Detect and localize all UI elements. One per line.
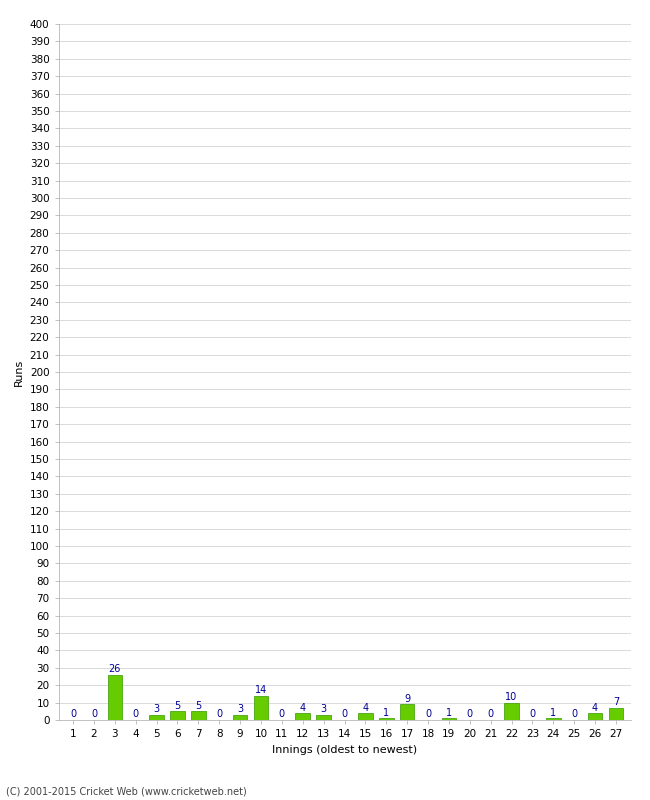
Text: 0: 0	[133, 710, 139, 719]
Bar	[191, 711, 205, 720]
Bar	[170, 711, 185, 720]
Text: 0: 0	[529, 710, 536, 719]
Bar	[233, 714, 248, 720]
Bar	[608, 708, 623, 720]
Bar	[107, 674, 122, 720]
Bar	[441, 718, 456, 720]
Text: 3: 3	[320, 704, 327, 714]
Text: 0: 0	[70, 710, 76, 719]
Text: 4: 4	[300, 702, 306, 713]
Text: 26: 26	[109, 664, 121, 674]
Text: 10: 10	[506, 692, 517, 702]
Bar	[400, 704, 415, 720]
Text: 3: 3	[237, 704, 243, 714]
Text: 7: 7	[613, 698, 619, 707]
Text: 4: 4	[362, 702, 369, 713]
Bar	[317, 714, 331, 720]
Text: 5: 5	[174, 701, 181, 710]
Text: 1: 1	[384, 708, 389, 718]
Bar	[150, 714, 164, 720]
Text: 1: 1	[550, 708, 556, 718]
Text: 1: 1	[446, 708, 452, 718]
Y-axis label: Runs: Runs	[14, 358, 24, 386]
Text: 0: 0	[488, 710, 494, 719]
Text: 0: 0	[341, 710, 348, 719]
Text: 0: 0	[467, 710, 473, 719]
Bar	[358, 713, 372, 720]
Bar	[546, 718, 560, 720]
Text: 0: 0	[279, 710, 285, 719]
Bar	[588, 713, 603, 720]
X-axis label: Innings (oldest to newest): Innings (oldest to newest)	[272, 745, 417, 754]
Text: 0: 0	[571, 710, 577, 719]
Text: 14: 14	[255, 685, 267, 695]
Text: 3: 3	[153, 704, 160, 714]
Bar	[504, 702, 519, 720]
Text: 5: 5	[195, 701, 202, 710]
Bar	[379, 718, 393, 720]
Text: 0: 0	[216, 710, 222, 719]
Bar	[296, 713, 310, 720]
Text: 4: 4	[592, 702, 598, 713]
Text: 0: 0	[425, 710, 431, 719]
Text: (C) 2001-2015 Cricket Web (www.cricketweb.net): (C) 2001-2015 Cricket Web (www.cricketwe…	[6, 786, 247, 796]
Text: 0: 0	[91, 710, 97, 719]
Text: 9: 9	[404, 694, 410, 704]
Bar	[254, 696, 268, 720]
